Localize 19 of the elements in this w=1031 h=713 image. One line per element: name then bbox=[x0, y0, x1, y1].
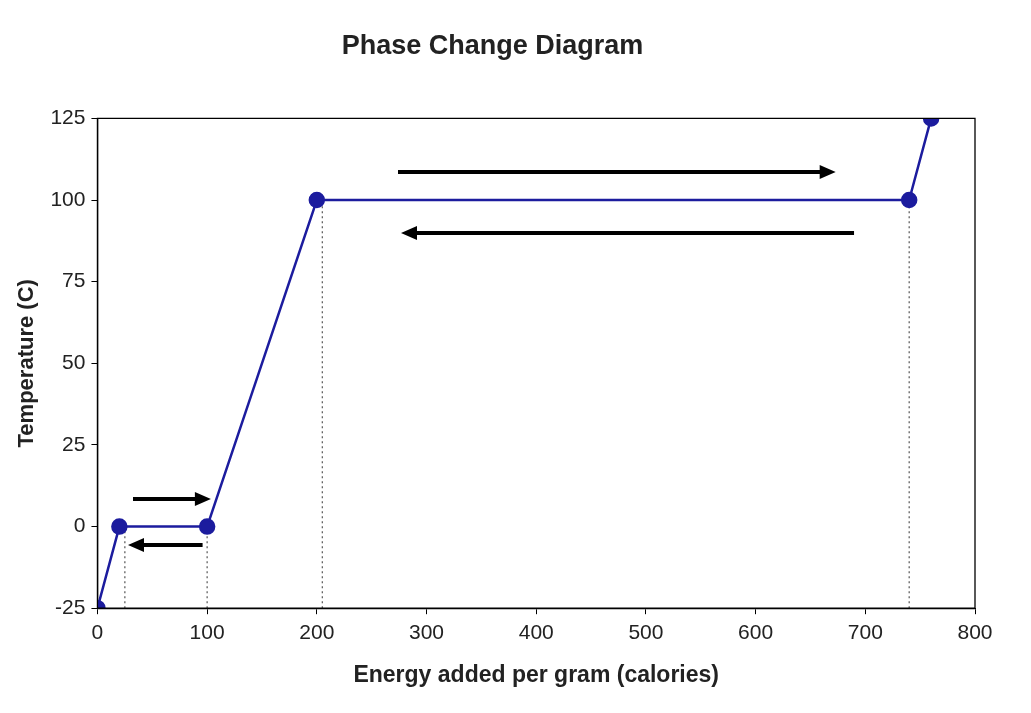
y-axis-title: Temperature (C) bbox=[13, 279, 39, 448]
chart-title: Phase Change Diagram bbox=[341, 29, 644, 60]
x-tick-label: 700 bbox=[847, 619, 883, 643]
y-tick-label: 25 bbox=[62, 431, 86, 455]
x-tick-label: 400 bbox=[518, 619, 554, 643]
y-tick-label: -25 bbox=[55, 595, 86, 618]
x-tick-label: 600 bbox=[738, 619, 774, 643]
y-tick-label: 75 bbox=[62, 268, 86, 292]
y-tick-label: 50 bbox=[62, 350, 86, 374]
x-axis-title: Energy added per gram (calories) bbox=[353, 660, 720, 687]
y-tick-label: 0 bbox=[73, 513, 86, 537]
x-tick-label: 800 bbox=[957, 619, 993, 643]
x-tick-label: 0 bbox=[91, 619, 104, 643]
x-tick-label: 200 bbox=[299, 619, 335, 643]
y-tick-label: 125 bbox=[50, 105, 86, 129]
x-tick-label: 100 bbox=[189, 619, 225, 643]
x-tick-label: 300 bbox=[409, 619, 445, 643]
y-tick-label: 100 bbox=[50, 186, 86, 210]
x-tick-label: 500 bbox=[628, 619, 664, 643]
